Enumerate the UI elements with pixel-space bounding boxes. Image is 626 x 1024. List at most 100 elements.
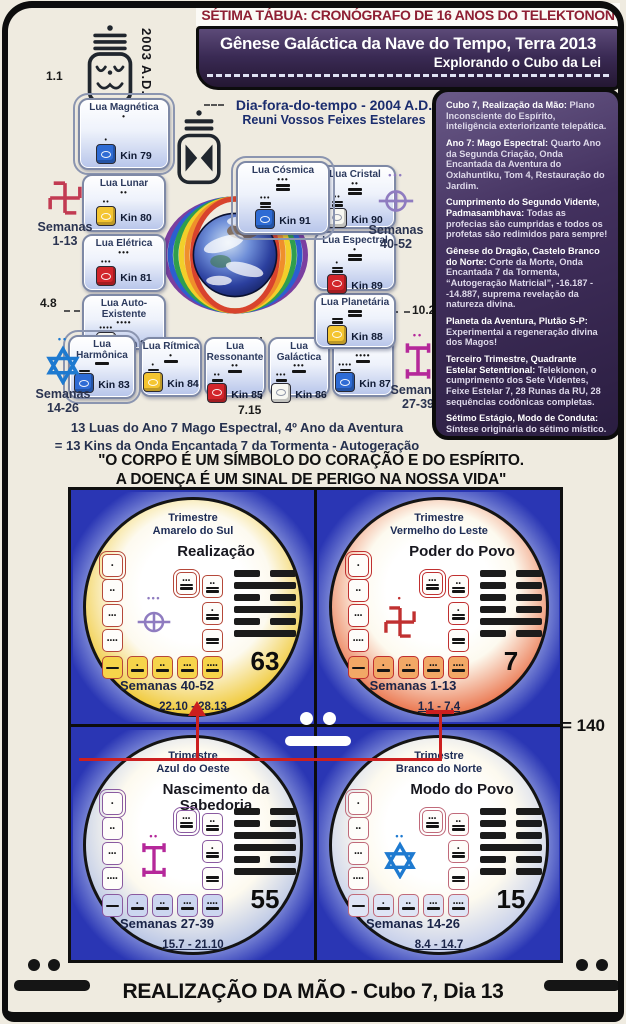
hexagram-number: 7	[503, 646, 519, 676]
mayan-numeral-4: ••••	[116, 318, 132, 327]
mayan-numeral-1: •	[357, 562, 360, 569]
mayan-numeral-8: •••	[181, 901, 194, 910]
weeks-dots: ••	[412, 330, 424, 340]
week-tile-9: ••••	[448, 656, 469, 679]
coord-1-1: 1.1	[46, 69, 63, 83]
mayan-numeral-13: •••	[426, 815, 439, 828]
sidebar-item: Cubo 7, Realização da Mão: Plano Inconsc…	[446, 100, 607, 132]
weeks-group-s1: Semanas 1-13	[28, 177, 102, 249]
red-t-cap-icon	[426, 710, 454, 714]
mayan-numeral-2: ••	[120, 187, 128, 197]
mayan-numeral-9: ••••	[338, 362, 352, 371]
kin-label: Kin 88	[351, 330, 383, 343]
mayan-numeral-2: ••	[355, 825, 362, 832]
kin-seal-icon	[335, 372, 356, 392]
mayan-numeral-12: ••	[206, 580, 219, 593]
quadrant-blue-west: Trimestre Azul do Oeste Nascimento da Sabe…	[73, 730, 313, 960]
week-tile-9: ••••	[202, 656, 223, 679]
mayan-numeral-1: •	[357, 800, 360, 807]
quarter-circle-amarelo: Trimestre Amarelo do Sul Realização • •• ••• •…	[83, 497, 303, 717]
dashed-connector	[64, 310, 80, 312]
kin-seal-icon	[271, 382, 292, 403]
star-of-david-icon	[26, 345, 100, 385]
week-tile-10	[448, 867, 469, 890]
kin-label: Kin 83	[98, 379, 130, 391]
week-tile-6: •	[373, 894, 394, 917]
week-tile-12: ••	[448, 813, 469, 836]
circle-date-range: 8.4 - 14.7	[414, 939, 464, 951]
dashed-connector	[204, 104, 224, 106]
week-tile-11: •	[202, 840, 223, 863]
mayan-numeral-2: ••	[109, 587, 116, 594]
mayan-numeral-4: ••••	[352, 637, 365, 644]
weeks-dots: •••	[388, 170, 404, 180]
week-tile-9: ••••	[448, 894, 469, 917]
sidebar-item: Ano 7: Mago Espectral: Quarto Ano da Seg…	[446, 138, 605, 191]
week-tile-13: •••	[418, 806, 447, 837]
week-tile-5	[102, 656, 123, 679]
iching-hexagram-15	[480, 808, 542, 880]
mayan-numeral-1: •	[104, 137, 108, 144]
mayan-numeral-8: •••	[292, 362, 306, 373]
mayan-numeral-8: •••	[427, 901, 440, 910]
lua-name: Lua Ressonante	[206, 341, 264, 363]
week-tile-2: ••	[102, 579, 123, 602]
mayan-numeral-6: •	[147, 362, 159, 371]
mayan-numeral-3: •••	[101, 259, 112, 266]
sidebar-item: Cumprimento do Segundo Vidente, Padmasam…	[446, 197, 608, 240]
mayan-numeral-8: •••	[181, 663, 194, 672]
iching-hexagram-55	[234, 808, 296, 880]
mayan-numeral-2: ••	[109, 825, 116, 832]
week-tile-1: •	[344, 550, 373, 581]
mayan-numeral-3: •••	[118, 247, 130, 257]
week-tile-8: •••	[177, 656, 198, 679]
circle-subtitle: Realização	[177, 543, 255, 560]
header-dashed-rule	[207, 74, 609, 77]
mayan-numeral-3: •••	[108, 850, 117, 857]
kin-label: Kin 86	[295, 388, 327, 401]
week-tile-2: ••	[348, 579, 369, 602]
mayan-numeral-3: •••	[108, 612, 117, 619]
lua-box-cosmica: Lua Cósmica ••• ••• Kin 91	[231, 156, 335, 240]
lua-name: Lua Cósmica	[251, 165, 315, 176]
year-label: 2003 A.D.	[139, 28, 154, 96]
mayan-numeral-5	[95, 361, 109, 365]
circle-weeks-label: Semanas 14-26	[366, 916, 460, 931]
mayan-numeral-10	[348, 309, 362, 317]
week-tile-7: ••	[398, 894, 419, 917]
week-tile-9: ••••	[202, 894, 223, 917]
week-tile-13: •••	[418, 568, 447, 599]
thirteen-moons-diagram: 1.1 4.8 7.15 10.22 Lua Magnética • • Kin 79…	[36, 69, 470, 430]
circle-subtitle: Modo do Povo	[410, 781, 514, 798]
circle-weeks-label: Semanas 40-52	[120, 678, 214, 693]
weeks-group-s4: ••• Semanas 40-52	[358, 171, 434, 252]
sidebar-notes: Cubo 7, Realização da Mão: Plano Inconsc…	[432, 88, 622, 440]
h-beam-icon	[376, 341, 460, 381]
day-out-of-time-line2: Reuni Vossos Feixes Estelares	[242, 113, 426, 127]
h-beam-icon: ••	[128, 832, 180, 879]
week-tile-5	[348, 656, 369, 679]
header: Gênese Galáctica da Nave do Tempo, Terra…	[196, 26, 620, 90]
weeks-group-s2: •• Semanas 14-26	[26, 335, 100, 416]
weeks-label: Semanas 14-26	[35, 387, 91, 416]
iching-hexagram-7	[480, 570, 542, 642]
swastika-icon	[28, 178, 102, 218]
day-out-of-time-line1: Dia-fora-do-tempo - 2004 A.D.	[235, 97, 433, 113]
week-tiles: • •• ••• •••• • •• ••• •••• • •• •••	[98, 550, 228, 682]
sidebar-item: Gênese do Dragão, Castelo Branco do Nort…	[446, 246, 600, 310]
kin-label: Kin 79	[120, 150, 152, 162]
mayan-numeral-1: •	[111, 800, 114, 807]
mayan-numeral-5	[352, 904, 365, 908]
mayan-numeral-6: •	[164, 351, 178, 363]
week-tile-10	[202, 867, 223, 890]
lua-name: Lua Lunar	[99, 178, 149, 189]
quadrant-divider-horizontal	[71, 724, 560, 727]
kin-label: Kin 80	[120, 212, 152, 224]
quarter-circle-azul: Trimestre Azul do Oeste Nascimento da Sabe…	[83, 735, 303, 955]
mayan-numeral-10	[452, 875, 465, 882]
week-tile-11: •	[448, 602, 469, 625]
weeks-label: Semanas 1-13	[37, 220, 93, 249]
mayan-numeral-7: ••	[402, 663, 415, 672]
circle-title: Trimestre Amarelo do Sul	[152, 512, 234, 538]
